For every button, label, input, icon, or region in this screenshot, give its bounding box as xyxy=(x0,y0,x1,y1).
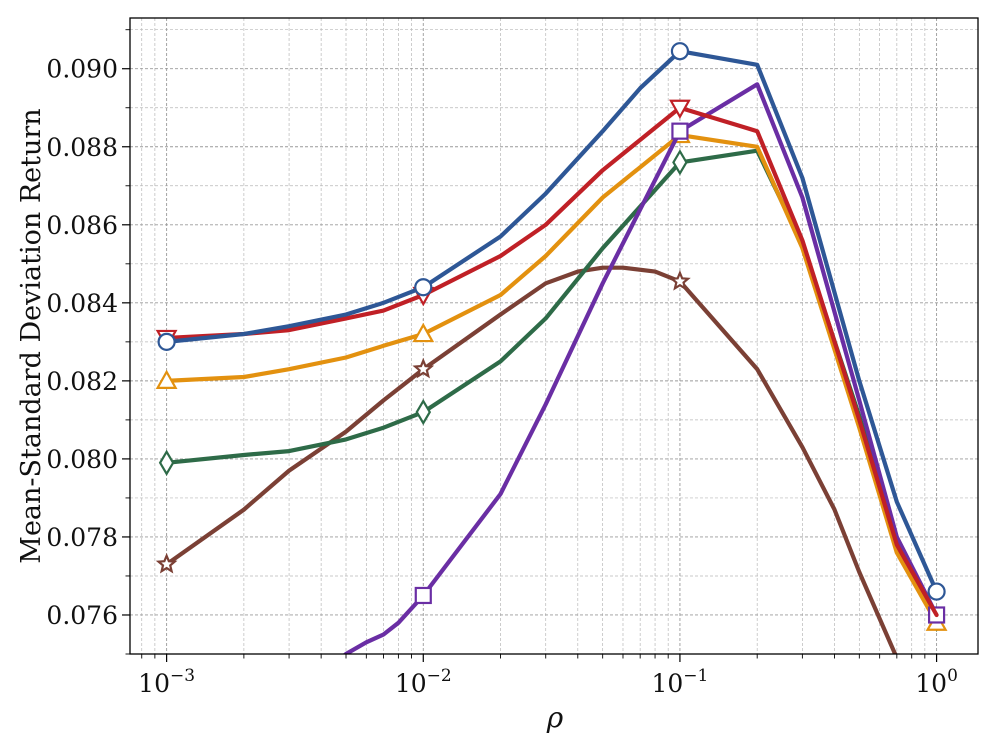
marker-square xyxy=(414,586,432,605)
y-axis-label: Mean-Standard Deviation Return xyxy=(16,108,47,563)
marker-triangle-up xyxy=(412,322,435,343)
y-tick-label: 0.088 xyxy=(46,133,118,162)
series-line xyxy=(164,49,939,594)
marker-triangle-up xyxy=(155,369,178,389)
marker-circle xyxy=(670,42,690,61)
marker-triangle-down xyxy=(669,99,691,119)
marker-circle xyxy=(157,332,176,351)
series-line xyxy=(164,133,939,625)
y-tick-label: 0.078 xyxy=(46,523,118,552)
y-tick-label: 0.090 xyxy=(46,55,118,84)
plot-frame xyxy=(129,17,979,655)
x-tick-label: 10−3 xyxy=(138,666,195,698)
marker-diamond xyxy=(415,398,432,426)
marker-star xyxy=(669,269,691,291)
marker-diamond xyxy=(158,449,175,476)
y-tick-label: 0.082 xyxy=(46,367,118,396)
y-tick-label: 0.086 xyxy=(46,211,118,240)
series-line xyxy=(164,265,898,654)
marker-star xyxy=(412,357,435,379)
series-line xyxy=(342,82,939,654)
series-line xyxy=(164,105,939,618)
x-axis-label: ρ xyxy=(546,701,564,734)
x-tick-label: 10−1 xyxy=(651,666,708,698)
series-star xyxy=(155,265,898,654)
x-tick-label: 100 xyxy=(915,666,958,698)
series-square xyxy=(342,82,946,654)
marker-diamond xyxy=(672,149,688,176)
marker-circle xyxy=(927,582,946,601)
series-layer xyxy=(155,42,948,654)
y-tick-label: 0.080 xyxy=(46,445,118,474)
marker-square xyxy=(671,122,689,140)
ticks-layer: 0.076 0.078 0.080 0.082 0.084 0.086 0.088 0.090… xyxy=(46,29,958,698)
marker-circle xyxy=(414,278,433,297)
y-tick-label: 0.084 xyxy=(46,289,118,318)
series-circle xyxy=(157,42,946,601)
y-tick-label: 0.076 xyxy=(46,601,118,630)
marker-star xyxy=(155,552,178,574)
x-tick-label: 10−2 xyxy=(395,666,452,698)
